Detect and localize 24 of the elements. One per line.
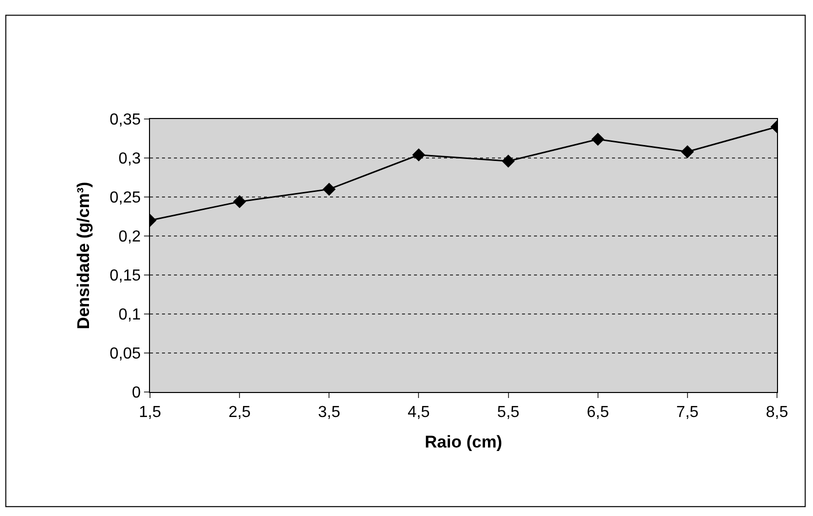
y-tick-label: 0,05 — [110, 346, 141, 363]
point — [412, 148, 426, 162]
x-tick-label: 6,5 — [586, 404, 610, 422]
y-tick-label: 0,35 — [110, 112, 141, 129]
x-tick-label: 8,5 — [766, 404, 788, 422]
y-tick-label: 0,1 — [118, 306, 141, 324]
x-tick-label: 7,5 — [676, 404, 699, 422]
point — [502, 154, 515, 168]
y-tick-label: 0 — [132, 384, 141, 402]
point — [233, 195, 246, 208]
y-tick-label: 0,25 — [110, 190, 141, 207]
y-tick-label: 0,2 — [118, 228, 141, 246]
point — [680, 145, 694, 158]
y-tick-label: 0,15 — [110, 268, 141, 285]
point — [322, 182, 336, 196]
y-tick-label: 0,3 — [118, 150, 141, 168]
x-tick-label: 4,5 — [408, 404, 430, 422]
x-tick-label: 3,5 — [318, 404, 340, 422]
point — [591, 132, 604, 146]
x-axis-title: Raio (cm) — [424, 432, 502, 452]
x-tick-label: 2,5 — [228, 404, 251, 422]
x-tick-label: 5,5 — [497, 404, 520, 422]
x-tick-label: 1,5 — [138, 404, 162, 422]
y-axis-title: Densidade (g/cm³) — [74, 182, 94, 330]
